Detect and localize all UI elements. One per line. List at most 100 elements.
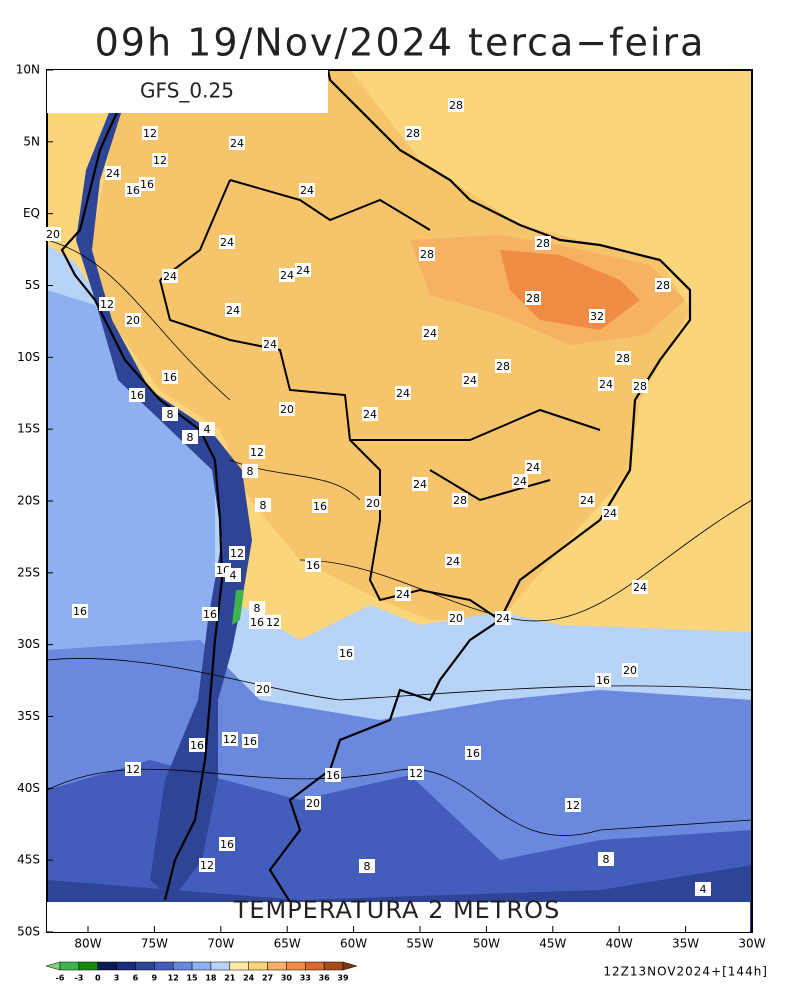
contour-label-bg [219,837,235,851]
contour-label: 24 [296,264,310,277]
lon-label: 80W [74,937,101,951]
contour-label-bg [72,604,88,618]
contour-label-bg [312,499,328,513]
contour-label-bg [512,474,528,488]
map-title: 09h 19/Nov/2024 terca−feira [95,21,706,65]
contour-label-bg [405,126,421,140]
contour-label: 16 [326,769,340,782]
contour-label-bg [142,126,158,140]
contour-label: 8 [187,431,194,444]
lat-label: 10S [17,350,40,364]
contour-label-bg [199,422,215,436]
contour-label: 12 [100,298,114,311]
lat-label: 50S [17,924,40,938]
contour-label: 32 [590,310,604,323]
contour-label-bg [422,326,438,340]
contour-label-bg [655,278,671,292]
colorbar-label: 21 [224,974,236,983]
colorbar-label: 24 [243,974,255,983]
contour-label: 8 [364,860,371,873]
colorbar-arrow [342,961,358,971]
contour-label-bg [249,445,265,459]
colorbar-arrow [45,961,61,971]
contour-label-bg [362,407,378,421]
contour-label-bg [305,558,321,572]
contour-label-bg [139,177,155,191]
lon-label: 65W [274,937,301,951]
lon-label: 40W [606,937,633,951]
contour-label-bg [395,587,411,601]
colorbar-cell [323,961,344,971]
colorbar-cell [154,961,174,971]
contour-label-bg [622,663,638,677]
lon-label: 55W [406,937,433,951]
colorbar-cell [135,961,155,971]
isotherms [47,239,752,836]
contour-label: 12 [230,547,244,560]
contour-label: 24 [413,478,427,491]
contour-label: 8 [260,499,267,512]
contour-label: 24 [363,408,377,421]
contour-label: 12 [153,154,167,167]
contour-label-bg [125,313,141,327]
contour-label-bg [632,379,648,393]
andes-peak [232,590,244,625]
colorbar-label: 12 [168,974,179,983]
colorbar-cell [59,961,80,971]
contour-label: 24 [300,184,314,197]
lon-label: 30W [738,937,765,951]
colorbar-label: 30 [281,974,293,983]
colorbar-cell [97,961,117,971]
contour-label: 24 [603,507,617,520]
contour-label-bg [338,646,354,660]
contour-label: 20 [46,228,60,241]
contour-label: 24 [163,270,177,283]
colorbar-cell [172,961,193,971]
contour-label-bg [162,370,178,384]
contour-label-bg [325,768,341,782]
run-label: 12Z13NOV2024+[144h] [603,965,768,979]
contour-label: 16 [203,608,217,621]
contour-label: 28 [496,360,510,373]
contour-label-bg [255,498,271,512]
lat-label: 45S [17,853,40,867]
contour-label: 16 [250,616,264,629]
contour-label: 24 [226,304,240,317]
lat-label: 5N [23,134,40,148]
lat-label: 35S [17,709,40,723]
colorbar-cell [210,961,231,971]
contour-label-bg [365,496,381,510]
contour-label-bg [202,607,218,621]
contour-label: 24 [513,475,527,488]
lat-label: 5S [25,278,40,292]
contour-label: 20 [623,664,637,677]
colorbar-label: 15 [186,974,198,983]
contour-label-bg [152,153,168,167]
contour-label: 8 [167,408,174,421]
contour-label: 12 [223,733,237,746]
contour-label: 12 [250,446,264,459]
colorbar-label: 18 [205,974,217,983]
contour-label: 16 [190,739,204,752]
lat-label: 25S [17,565,40,579]
contour-label: 20 [306,797,320,810]
lon-label: 45W [539,937,566,951]
contour-label-bg [199,858,215,872]
contour-label-bg [219,235,235,249]
contour-label: 12 [200,859,214,872]
contour-label-bg [299,183,315,197]
contour-label: 4 [700,883,707,896]
contour-label-bg [598,852,614,866]
contour-label-bg [445,554,461,568]
contour-label: 16 [130,389,144,402]
model-box [47,70,328,113]
lon-label: 50W [473,937,500,951]
contour-label: 24 [423,327,437,340]
borders [159,179,601,621]
contour-label: 20 [126,314,140,327]
contour-label: 24 [446,555,460,568]
contour-label: 8 [254,602,261,615]
colder-band [47,760,752,932]
contour-label: 4 [230,569,237,582]
contour-label-bg [225,303,241,317]
